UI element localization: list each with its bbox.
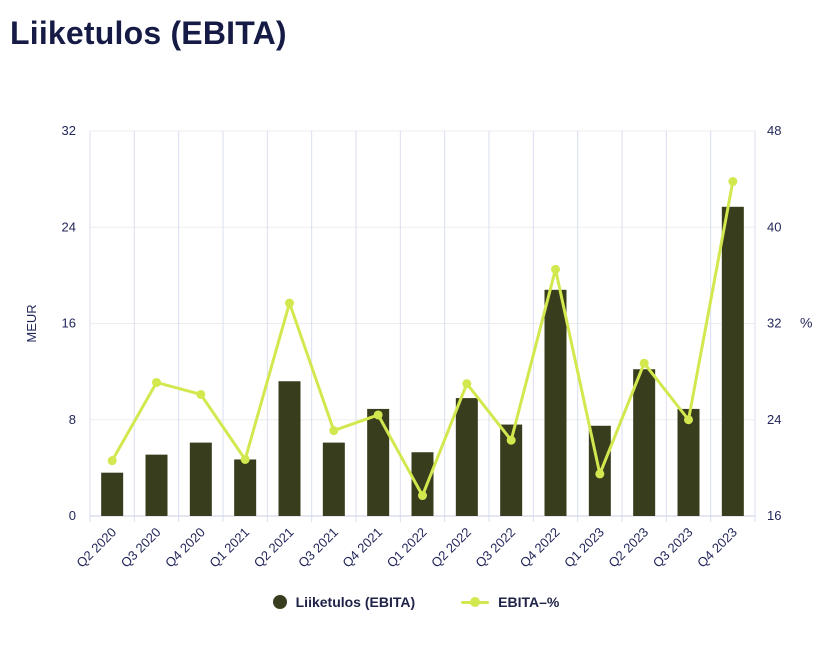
line-point[interactable] <box>462 379 472 389</box>
ebita-chart: 0 16 8 24 16 32 24 40 32 48 Q2 2020 Q3 2020 Q4 2020 Q… <box>0 100 832 592</box>
line-point[interactable] <box>684 415 693 425</box>
chart-legend: Liiketulos (EBITA) EBITA–% <box>0 594 832 610</box>
bar[interactable] <box>367 408 390 516</box>
bar[interactable] <box>677 408 700 516</box>
bar[interactable] <box>145 454 168 516</box>
x-tick-label: Q1 2022 <box>384 525 430 571</box>
line-point[interactable] <box>152 377 161 387</box>
x-tick-label: Q1 2023 <box>561 525 607 571</box>
line-point[interactable] <box>240 454 250 464</box>
bar[interactable] <box>500 424 523 516</box>
bar[interactable] <box>411 452 434 516</box>
left-y-tick-label: 16 <box>62 316 76 331</box>
line-point[interactable] <box>196 389 206 399</box>
line-point[interactable] <box>107 456 117 466</box>
right-axis-unit-label: % <box>800 315 812 331</box>
bar[interactable] <box>455 398 478 516</box>
legend-item-liiketulos[interactable]: Liiketulos (EBITA) <box>272 594 416 610</box>
line-point[interactable] <box>373 410 383 420</box>
line-point[interactable] <box>418 491 427 501</box>
x-tick-label: Q3 2020 <box>118 525 164 571</box>
right-y-tick-label: 40 <box>767 219 781 234</box>
x-tick-label: Q3 2023 <box>650 525 696 571</box>
line-point[interactable] <box>506 435 516 445</box>
line-point[interactable] <box>551 264 560 274</box>
right-y-tick-label: 16 <box>767 508 781 523</box>
line-point[interactable] <box>728 177 738 187</box>
x-tick-label: Q2 2023 <box>605 525 651 571</box>
bar[interactable] <box>322 442 345 516</box>
line-point[interactable] <box>595 469 605 479</box>
x-tick-label: Q4 2020 <box>162 525 208 571</box>
left-axis-unit-label: MEUR <box>24 304 39 342</box>
x-tick-label: Q3 2021 <box>295 525 341 571</box>
line-point[interactable] <box>285 298 294 308</box>
right-y-tick-label: 32 <box>767 316 781 331</box>
x-tick-label: Q4 2021 <box>339 525 385 571</box>
bar[interactable] <box>234 459 257 516</box>
x-tick-label: Q2 2022 <box>428 525 474 571</box>
x-tick-label: Q4 2022 <box>517 525 563 571</box>
bar[interactable] <box>278 381 301 516</box>
left-y-tick-label: 8 <box>69 412 76 427</box>
page-title: Liiketulos (EBITA) <box>10 15 287 51</box>
left-y-tick-label: 24 <box>62 219 76 234</box>
left-y-tick-label: 32 <box>62 123 76 138</box>
right-y-tick-label: 24 <box>767 412 781 427</box>
line-point[interactable] <box>639 358 649 368</box>
bar[interactable] <box>101 472 124 516</box>
legend-label-ebita-pct: EBITA–% <box>498 594 560 610</box>
legend-label-liiketulos: Liiketulos (EBITA) <box>295 594 416 610</box>
legend-item-ebita-pct[interactable]: EBITA–% <box>461 594 559 610</box>
line-series-marker-icon <box>461 597 490 607</box>
x-tick-label: Q1 2021 <box>206 525 252 571</box>
x-tick-label: Q2 2021 <box>251 525 297 571</box>
x-tick-label: Q4 2023 <box>694 525 740 571</box>
x-tick-label: Q2 2020 <box>73 525 119 571</box>
bar[interactable] <box>189 442 212 516</box>
left-y-tick-label: 0 <box>69 508 76 523</box>
x-tick-label: Q3 2022 <box>472 525 518 571</box>
page: Liiketulos (EBITA) 0 16 8 24 16 32 24 40 32 48 Q2 … <box>0 14 832 657</box>
right-y-tick-label: 48 <box>767 123 781 138</box>
bar-series-marker-icon <box>272 595 287 609</box>
bar[interactable] <box>544 289 567 516</box>
bar[interactable] <box>633 369 656 516</box>
bar[interactable] <box>721 206 744 516</box>
line-point[interactable] <box>329 426 339 436</box>
